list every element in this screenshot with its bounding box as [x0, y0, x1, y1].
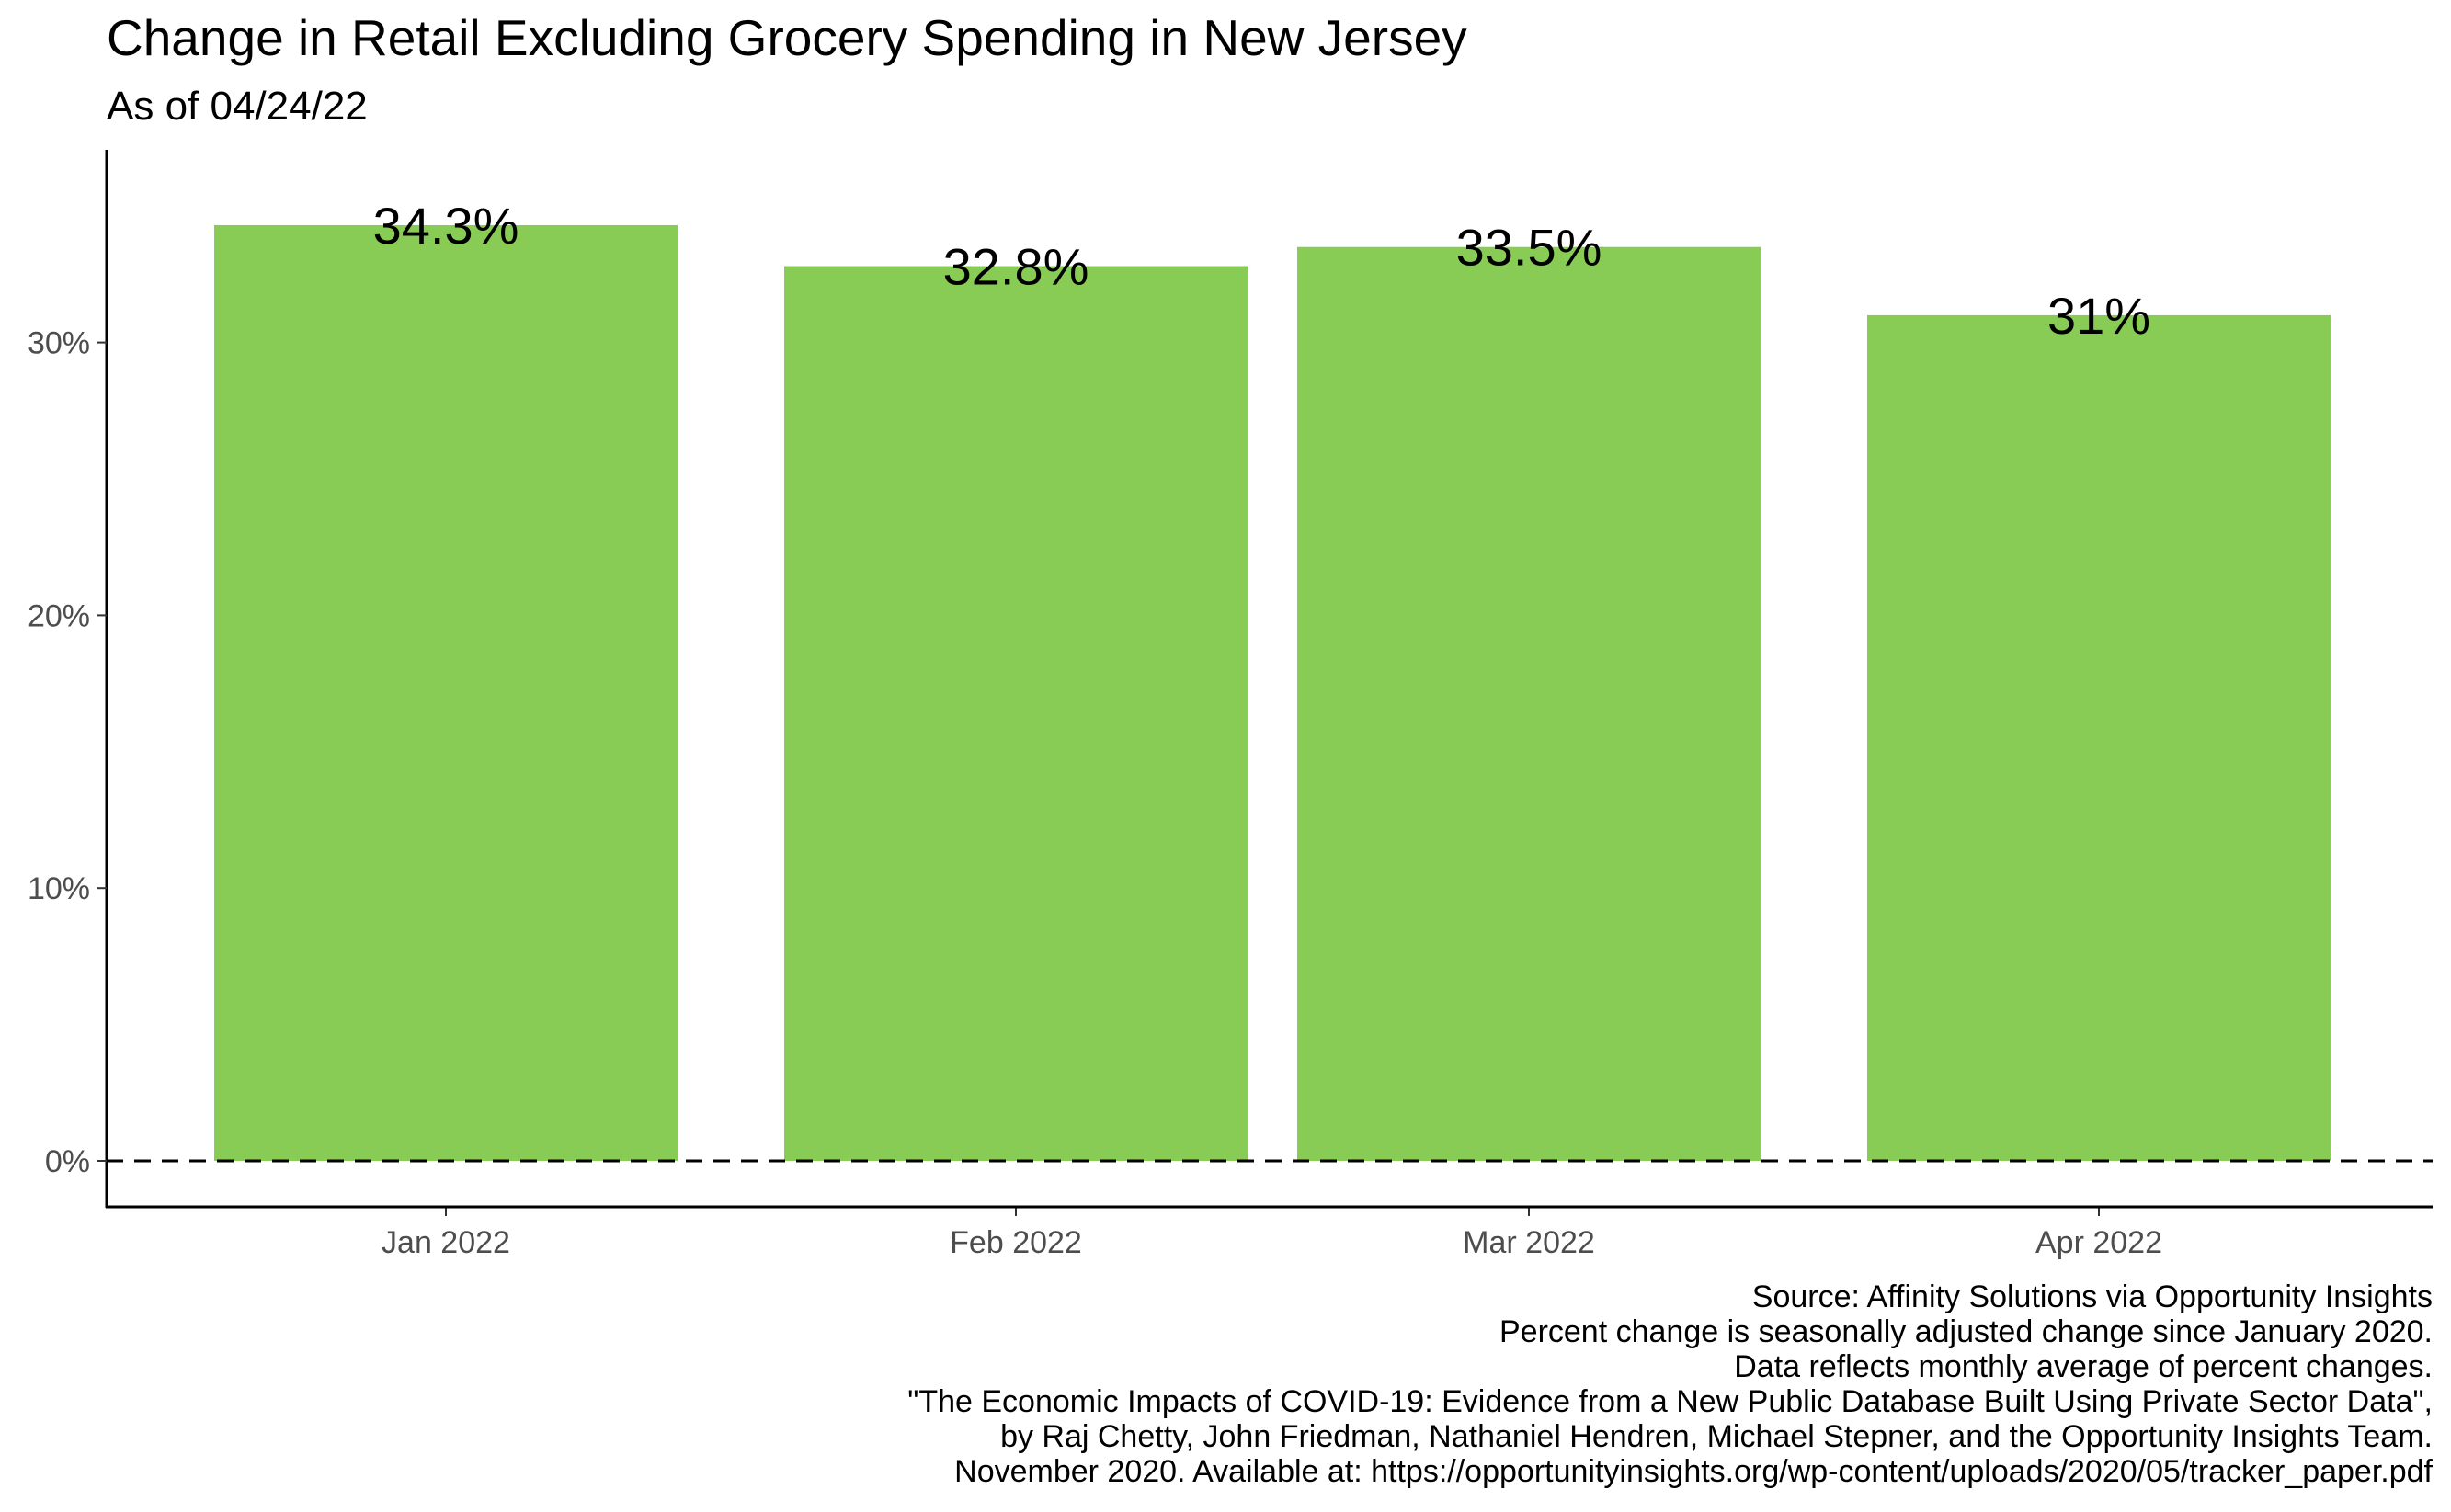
data-label: 31%	[2047, 287, 2150, 345]
y-tick-label: 20%	[28, 598, 90, 633]
bar	[784, 266, 1248, 1162]
y-tick-label: 10%	[28, 871, 90, 906]
caption-line: Data reflects monthly average of percent…	[1734, 1349, 2433, 1384]
caption-line: November 2020. Available at: https://opp…	[954, 1454, 2433, 1489]
bar	[214, 224, 678, 1161]
x-tick-label: Feb 2022	[950, 1225, 1082, 1260]
x-tick-label: Mar 2022	[1463, 1225, 1595, 1260]
bar	[1867, 314, 2331, 1161]
chart-title: Change in Retail Excluding Grocery Spend…	[107, 9, 1467, 66]
bar	[1297, 246, 1761, 1162]
caption-line: "The Economic Impacts of COVID-19: Evide…	[907, 1384, 2433, 1419]
x-tick-label: Jan 2022	[382, 1225, 510, 1260]
data-label: 34.3%	[373, 197, 519, 255]
data-labels: 34.3% 32.8% 33.5% 31%	[373, 197, 2150, 345]
y-tick-label: 0%	[45, 1144, 90, 1179]
chart-subtitle: As of 04/24/22	[107, 84, 368, 129]
caption: Source: Affinity Solutions via Opportuni…	[907, 1279, 2433, 1489]
y-tick-label: 30%	[28, 326, 90, 361]
caption-line: Source: Affinity Solutions via Opportuni…	[1752, 1279, 2433, 1314]
caption-line: Percent change is seasonally adjusted ch…	[1499, 1314, 2433, 1349]
caption-line: by Raj Chetty, John Friedman, Nathaniel …	[1000, 1419, 2433, 1454]
data-label: 33.5%	[1456, 219, 1602, 277]
x-tick-label: Apr 2022	[2035, 1225, 2162, 1260]
bars-layer	[214, 224, 2331, 1162]
data-label: 32.8%	[943, 237, 1089, 295]
axes: Jan 2022 Feb 2022 Mar 2022 Apr 2022 0% 10% 20%…	[28, 150, 2433, 1260]
